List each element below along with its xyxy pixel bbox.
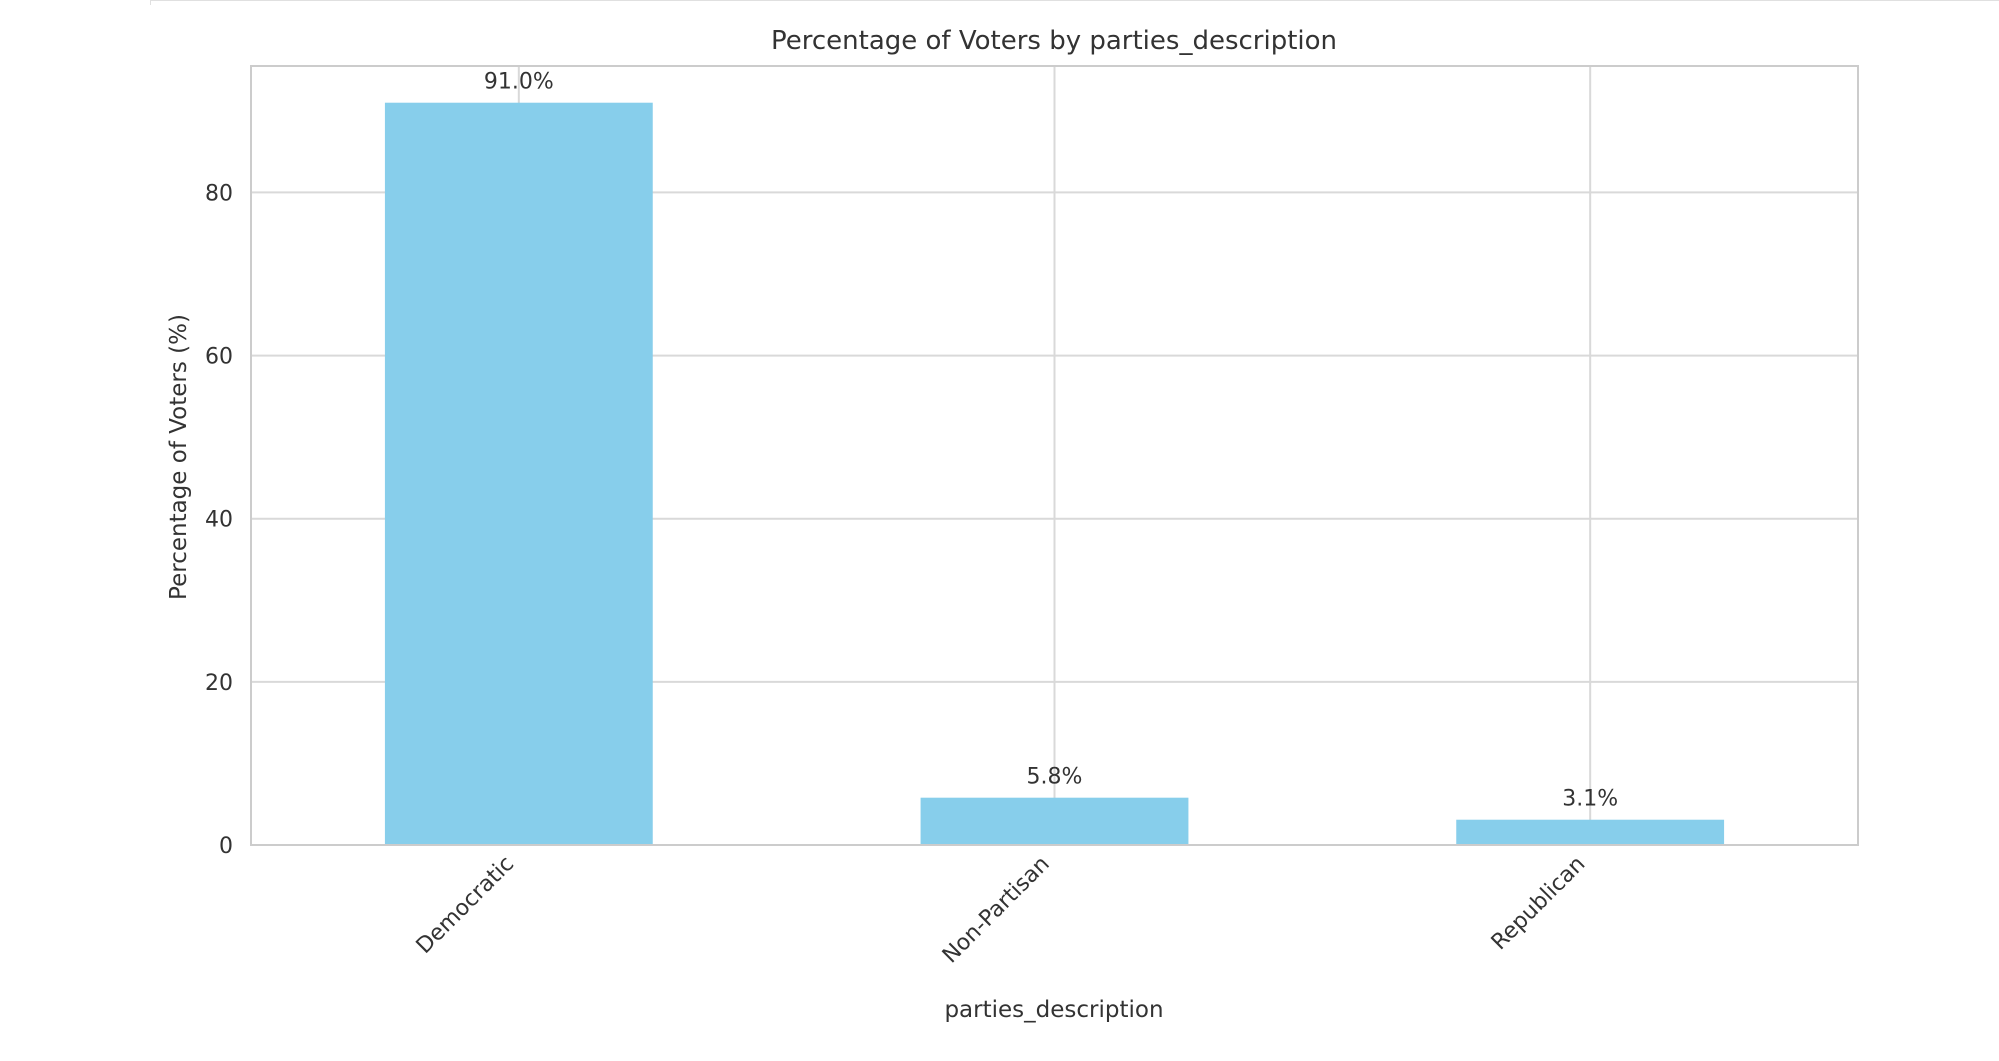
- x-tick-label: Democratic: [412, 852, 519, 959]
- y-tick-label: 80: [205, 181, 233, 206]
- y-tick-label: 40: [205, 508, 233, 533]
- y-tick-labels: 0 20 40 60 80: [205, 181, 233, 859]
- bar-republican: [1456, 819, 1725, 845]
- x-tick-label: Non-Partisan: [938, 852, 1055, 969]
- bar-democratic: [384, 102, 653, 846]
- data-label: 91.0%: [484, 70, 554, 95]
- y-tick-label: 60: [205, 345, 233, 370]
- x-axis-label: parties_description: [944, 997, 1163, 1023]
- plot-frame: [250, 65, 1859, 846]
- y-tick-label: 0: [219, 834, 233, 859]
- notebook-cell-border: [150, 0, 1999, 5]
- bar-non-partisan: [920, 797, 1189, 845]
- data-label: 5.8%: [1027, 765, 1083, 790]
- y-axis-label: Percentage of Voters (%): [166, 314, 192, 600]
- data-label: 3.1%: [1562, 787, 1618, 812]
- x-tick-labels: Democratic Non-Partisan Republican: [412, 852, 1591, 969]
- bars-group: [384, 102, 1725, 846]
- y-tick-label: 20: [205, 671, 233, 696]
- chart-title: Percentage of Voters by parties_descript…: [771, 26, 1337, 56]
- x-tick-label: Republican: [1487, 852, 1591, 956]
- bar-data-labels: 91.0% 5.8% 3.1%: [484, 70, 1618, 812]
